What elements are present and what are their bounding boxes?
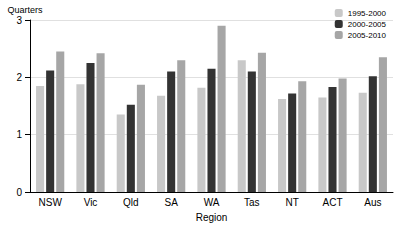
svg-text:NT: NT [285,197,298,208]
svg-text:Qld: Qld [123,197,139,208]
svg-text:Region: Region [196,212,228,223]
svg-text:2000-2005: 2000-2005 [348,20,387,29]
svg-text:Aus: Aus [364,197,381,208]
svg-text:ACT: ACT [323,197,343,208]
svg-text:1995-2000: 1995-2000 [348,9,387,18]
svg-text:NSW: NSW [38,197,62,208]
svg-text:2: 2 [16,72,22,83]
svg-text:3: 3 [16,15,22,26]
svg-text:1: 1 [16,129,22,140]
svg-text:Vic: Vic [84,197,98,208]
svg-text:2005-2010: 2005-2010 [348,31,387,40]
svg-text:SA: SA [164,197,178,208]
svg-text:Quarters: Quarters [7,5,43,15]
svg-text:0: 0 [16,187,22,198]
svg-text:WA: WA [204,197,220,208]
svg-text:Tas: Tas [244,197,260,208]
